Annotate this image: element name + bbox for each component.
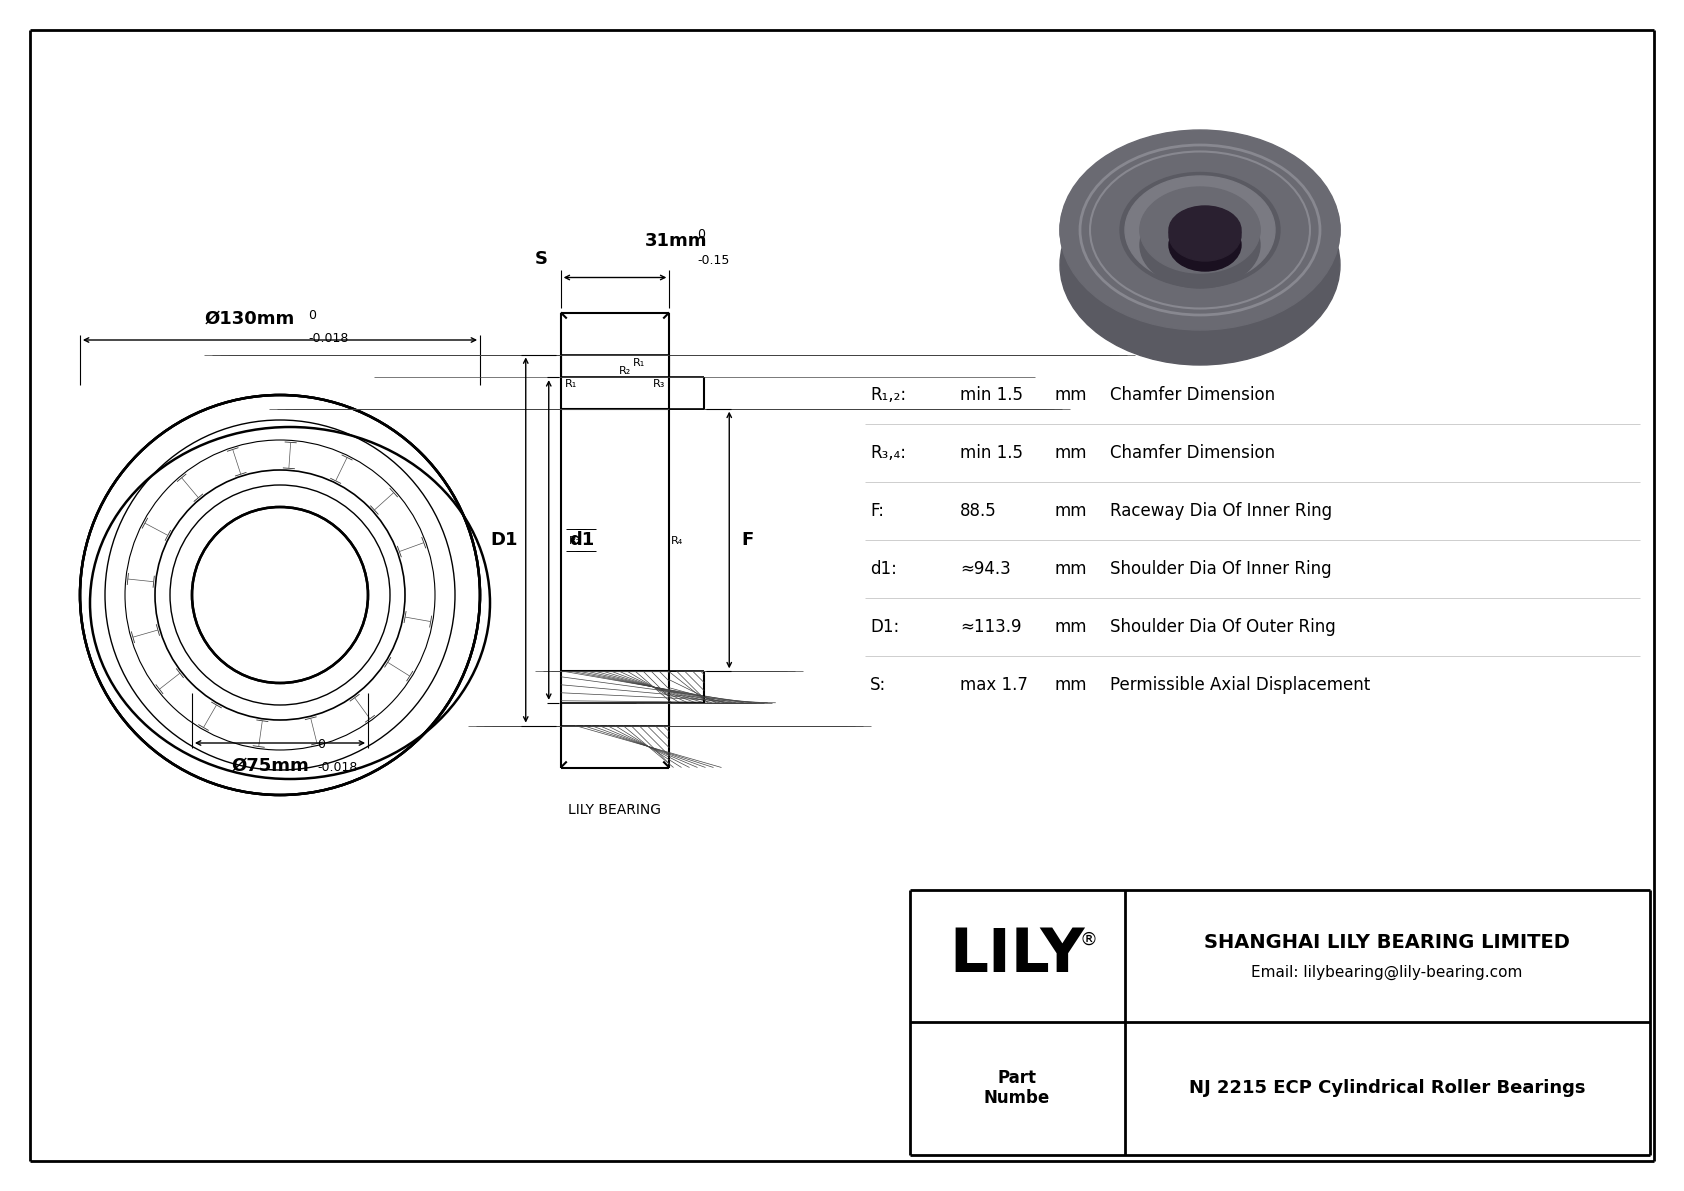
Ellipse shape (1059, 166, 1340, 364)
Ellipse shape (1169, 206, 1241, 254)
Text: S:: S: (871, 676, 886, 694)
Text: mm: mm (1054, 444, 1088, 462)
Text: mm: mm (1054, 676, 1088, 694)
Ellipse shape (1125, 176, 1275, 283)
Text: SHANGHAI LILY BEARING LIMITED: SHANGHAI LILY BEARING LIMITED (1204, 933, 1569, 952)
Text: R₁,₂:: R₁,₂: (871, 386, 906, 404)
Text: d1:: d1: (871, 560, 898, 578)
Text: -0.018: -0.018 (317, 761, 357, 774)
Text: Permissible Axial Displacement: Permissible Axial Displacement (1110, 676, 1371, 694)
Text: Ø130mm: Ø130mm (205, 310, 295, 328)
Ellipse shape (1059, 137, 1340, 323)
Text: ≈94.3: ≈94.3 (960, 560, 1010, 578)
Text: ®: ® (1079, 931, 1096, 949)
Text: R₃: R₃ (653, 379, 665, 389)
Ellipse shape (1169, 208, 1241, 261)
Ellipse shape (1059, 130, 1340, 330)
Text: -0.018: -0.018 (308, 332, 349, 345)
Text: max 1.7: max 1.7 (960, 676, 1027, 694)
Text: F:: F: (871, 501, 884, 520)
Text: D1:: D1: (871, 618, 899, 636)
Ellipse shape (1140, 187, 1260, 273)
Text: 0: 0 (317, 738, 325, 752)
Text: 0: 0 (308, 308, 317, 322)
Text: R₁: R₁ (633, 358, 645, 368)
Text: R₂: R₂ (620, 367, 632, 376)
Text: R₃,₄:: R₃,₄: (871, 444, 906, 462)
Text: 31mm: 31mm (645, 231, 707, 249)
Text: Chamfer Dimension: Chamfer Dimension (1110, 386, 1275, 404)
Ellipse shape (1169, 219, 1241, 272)
Text: mm: mm (1054, 386, 1088, 404)
Text: R₂: R₂ (569, 536, 581, 545)
Text: F: F (741, 531, 753, 549)
Text: Ø75mm: Ø75mm (231, 757, 308, 775)
Text: 0: 0 (697, 229, 706, 242)
Ellipse shape (1120, 173, 1280, 287)
Text: min 1.5: min 1.5 (960, 444, 1022, 462)
Text: NJ 2215 ECP Cylindrical Roller Bearings: NJ 2215 ECP Cylindrical Roller Bearings (1189, 1079, 1585, 1097)
Text: LILY BEARING: LILY BEARING (569, 803, 662, 817)
Ellipse shape (1140, 202, 1260, 288)
Text: Shoulder Dia Of Inner Ring: Shoulder Dia Of Inner Ring (1110, 560, 1332, 578)
Text: mm: mm (1054, 501, 1088, 520)
Text: R₄: R₄ (672, 536, 684, 545)
Text: mm: mm (1054, 618, 1088, 636)
Text: 88.5: 88.5 (960, 501, 997, 520)
Text: D1: D1 (490, 531, 517, 549)
Text: mm: mm (1054, 560, 1088, 578)
Text: Raceway Dia Of Inner Ring: Raceway Dia Of Inner Ring (1110, 501, 1332, 520)
Text: Chamfer Dimension: Chamfer Dimension (1110, 444, 1275, 462)
Text: Email: lilybearing@lily-bearing.com: Email: lilybearing@lily-bearing.com (1251, 965, 1522, 980)
Text: ≈113.9: ≈113.9 (960, 618, 1022, 636)
Text: S: S (534, 249, 547, 268)
Text: Shoulder Dia Of Outer Ring: Shoulder Dia Of Outer Ring (1110, 618, 1335, 636)
Text: -0.15: -0.15 (697, 254, 729, 267)
Text: d1: d1 (569, 531, 594, 549)
Text: R₁: R₁ (564, 379, 578, 389)
Text: LILY: LILY (950, 927, 1084, 985)
Ellipse shape (1140, 189, 1260, 272)
Text: Part
Numbe: Part Numbe (983, 1068, 1051, 1108)
Text: min 1.5: min 1.5 (960, 386, 1022, 404)
